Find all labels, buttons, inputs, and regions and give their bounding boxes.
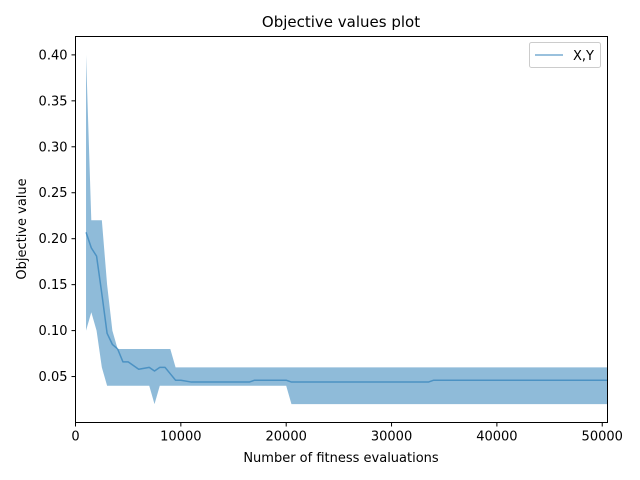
y-tick-label: 0.30	[39, 140, 68, 155]
x-tick-label: 10000	[160, 430, 201, 445]
chart-title: Objective values plot	[262, 13, 420, 31]
x-tick-label: 0	[71, 430, 79, 445]
x-ticks: 0 10000 20000 30000 40000 50000	[71, 422, 623, 445]
y-tick-label: 0.25	[39, 186, 68, 201]
x-tick-label: 40000	[476, 430, 517, 445]
x-tick-label: 50000	[582, 430, 623, 445]
series-line-layer	[85, 232, 608, 383]
x-tick-label: 20000	[266, 430, 307, 445]
y-tick-label: 0.05	[39, 370, 68, 385]
y-ticks: 0.05 0.10 0.15 0.20 0.25 0.30 0.35 0.40	[39, 48, 76, 385]
legend-box	[529, 42, 601, 68]
legend: X,Y	[529, 42, 601, 68]
y-tick-label: 0.40	[39, 48, 68, 63]
y-tick-label: 0.15	[39, 278, 68, 293]
x-tick-label: 30000	[371, 430, 412, 445]
y-tick-label: 0.10	[39, 324, 68, 339]
plot-frame	[75, 36, 608, 423]
y-axis-label: Objective value	[15, 178, 30, 279]
legend-label-x-y: X,Y	[573, 49, 594, 64]
y-tick-label: 0.35	[39, 94, 68, 109]
y-tick-label: 0.20	[39, 232, 68, 247]
series-line-x-y	[85, 232, 608, 383]
x-axis-label: Number of fitness evaluations	[243, 451, 439, 466]
